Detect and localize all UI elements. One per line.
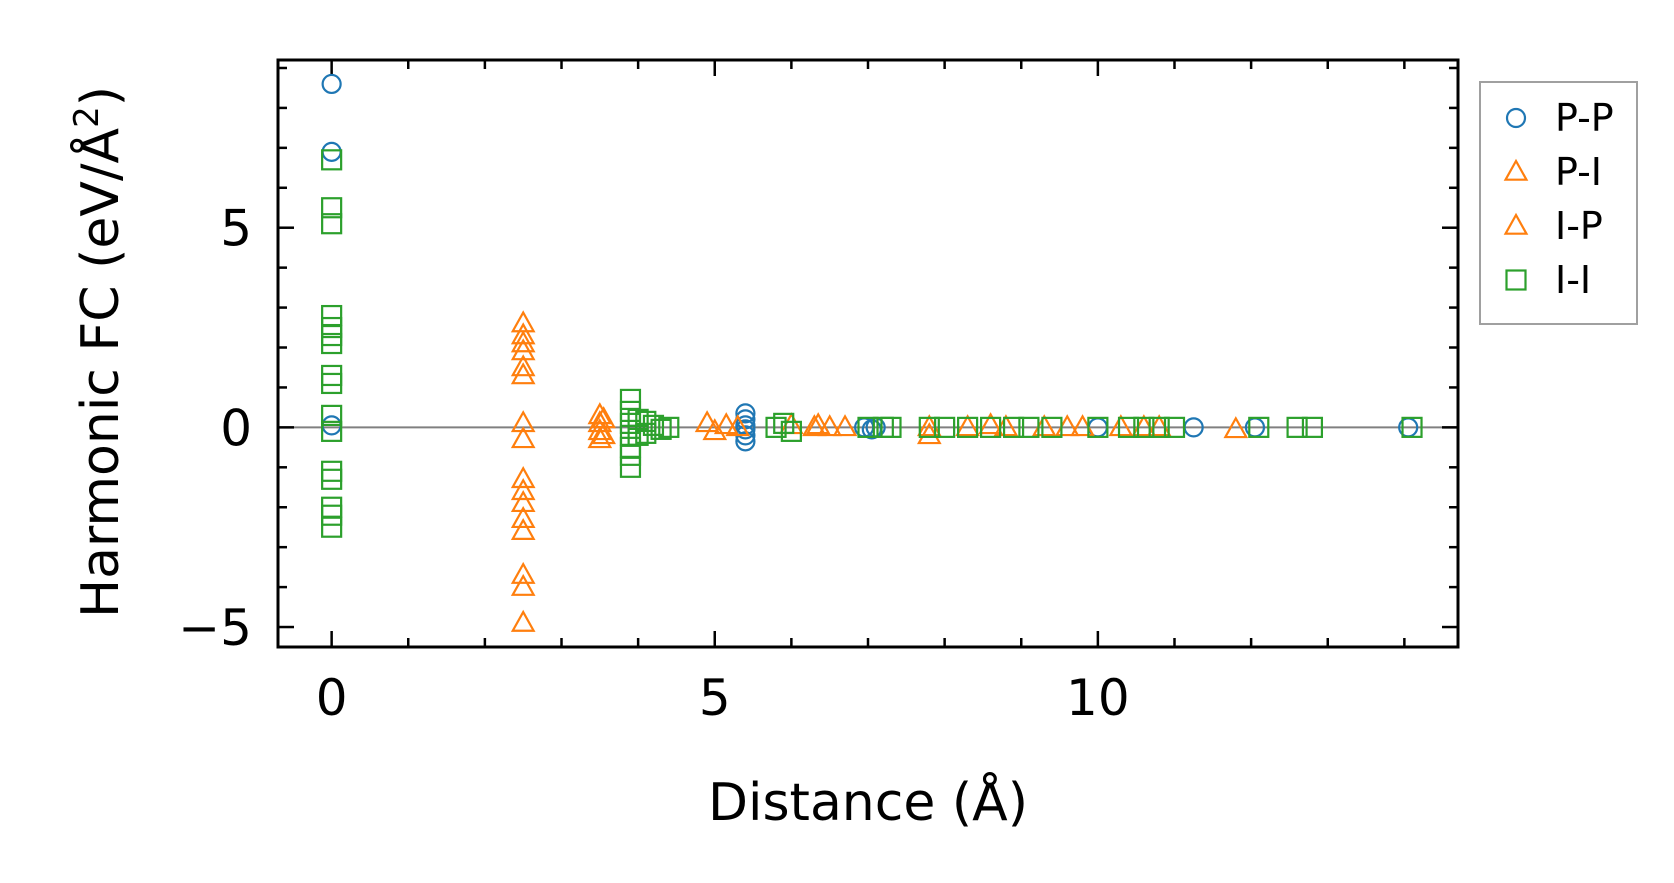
data-point-i-i	[765, 416, 787, 438]
data-point-i-i	[635, 422, 657, 444]
data-point-i-i	[773, 412, 795, 434]
data-point-i-i	[1301, 416, 1324, 438]
data-point-p-p	[735, 419, 756, 440]
data-point-i-p	[591, 422, 616, 445]
data-point-i-p	[805, 412, 831, 435]
data-point-p-i	[510, 489, 536, 513]
data-point-i-i	[1018, 416, 1040, 438]
data-point-i-i	[1117, 416, 1140, 438]
data-point-p-i	[1223, 416, 1249, 439]
data-point-i-i	[321, 372, 343, 395]
data-point-i-i	[321, 197, 343, 219]
legend-marker-p-p	[1505, 107, 1527, 129]
data-point-p-i	[694, 410, 720, 433]
data-point-p-i	[510, 354, 536, 377]
data-point-p-p	[735, 431, 756, 452]
y-tick-label: 5	[220, 200, 252, 258]
data-point-i-i	[957, 416, 979, 438]
x-tick-label: 5	[699, 669, 731, 727]
data-point-i-i	[1133, 416, 1155, 438]
data-point-p-i	[510, 362, 536, 385]
legend-label-p-p: P-P	[1555, 96, 1614, 140]
legend-label-i-p: I-P	[1555, 204, 1603, 248]
x-tick-label: 10	[1066, 669, 1130, 727]
legend: P-P P-I I-P I-I	[1479, 81, 1638, 325]
data-point-i-i	[321, 468, 343, 490]
data-point-i-i	[635, 410, 657, 432]
data-point-i-i	[1286, 416, 1308, 438]
x-axis-title: Distance (Å)	[708, 771, 1028, 833]
data-point-i-i	[642, 414, 665, 436]
data-point-p-i	[832, 414, 858, 437]
data-point-p-p	[735, 403, 756, 424]
data-point-i-i	[1087, 416, 1109, 438]
legend-label-i-i: I-I	[1555, 258, 1591, 302]
y-axis-title: Harmonic FC (eV/Å2)	[67, 86, 131, 618]
tick-labels-layer: 0 5 10 −5 0 5	[178, 200, 1129, 727]
data-point-i-p	[978, 412, 1003, 435]
data-point-i-i	[934, 416, 956, 438]
y-tick-label: −5	[178, 599, 252, 657]
data-point-p-i	[510, 478, 536, 501]
data-point-i-i	[321, 504, 343, 526]
y-axis-title-close: )	[71, 86, 131, 106]
data-point-i-i	[321, 420, 343, 442]
data-point-i-i	[321, 149, 343, 171]
data-point-i-i	[780, 420, 802, 442]
data-point-p-i	[510, 338, 536, 361]
data-point-i-i	[619, 456, 642, 478]
data-point-i-i	[321, 404, 343, 426]
x-tick-label: 0	[316, 669, 348, 727]
y-tick-label: 0	[220, 399, 252, 457]
data-point-p-i	[587, 426, 613, 449]
y-axis-title-main: Harmonic FC (eV/Å	[69, 127, 131, 618]
data-point-i-i	[627, 408, 649, 430]
data-point-p-i	[510, 561, 536, 584]
data-point-i-i	[1163, 416, 1186, 438]
plot-area	[278, 60, 1458, 647]
data-point-p-i	[510, 609, 536, 632]
data-point-i-i	[650, 418, 672, 440]
data-point-i-i	[321, 516, 343, 538]
data-point-p-i	[510, 426, 536, 449]
data-point-i-i	[658, 416, 680, 438]
data-point-i-i	[321, 213, 343, 235]
data-point-i-i	[857, 416, 879, 438]
data-point-p-i	[510, 517, 536, 540]
legend-label-p-i: P-I	[1555, 150, 1602, 194]
data-point-i-i	[918, 416, 940, 438]
legend-marker-i-i	[1505, 269, 1527, 291]
plot-frame	[276, 58, 1460, 649]
data-point-p-i	[713, 412, 739, 435]
data-point-p-i	[587, 402, 613, 425]
data-point-i-i	[880, 416, 902, 438]
data-point-i-i	[1148, 416, 1170, 438]
data-point-i-i	[1248, 416, 1270, 438]
y-axis-title-superscript: 2	[67, 106, 107, 128]
data-point-p-i	[510, 322, 536, 345]
data-point-i-i	[979, 416, 1002, 438]
data-point-p-i	[725, 414, 751, 437]
data-point-p-p	[321, 73, 342, 95]
data-point-p-i	[1108, 414, 1134, 437]
legend-marker-p-i	[1503, 158, 1529, 181]
data-point-i-i	[1002, 416, 1025, 438]
data-point-p-i	[587, 418, 613, 441]
data-point-p-i	[510, 466, 536, 489]
data-point-p-i	[510, 573, 536, 596]
data-points-layer	[321, 73, 1423, 632]
data-point-i-i	[1041, 416, 1063, 438]
data-point-i-p	[702, 418, 728, 441]
data-point-p-i	[510, 330, 536, 353]
data-point-p-i	[510, 410, 536, 433]
data-point-i-i	[321, 332, 343, 355]
data-point-i-i	[1401, 416, 1423, 438]
data-point-p-i	[510, 505, 536, 529]
data-point-p-i	[802, 414, 827, 437]
data-point-i-p	[591, 406, 616, 429]
data-point-p-i	[955, 414, 980, 437]
legend-marker-i-p	[1503, 212, 1529, 235]
